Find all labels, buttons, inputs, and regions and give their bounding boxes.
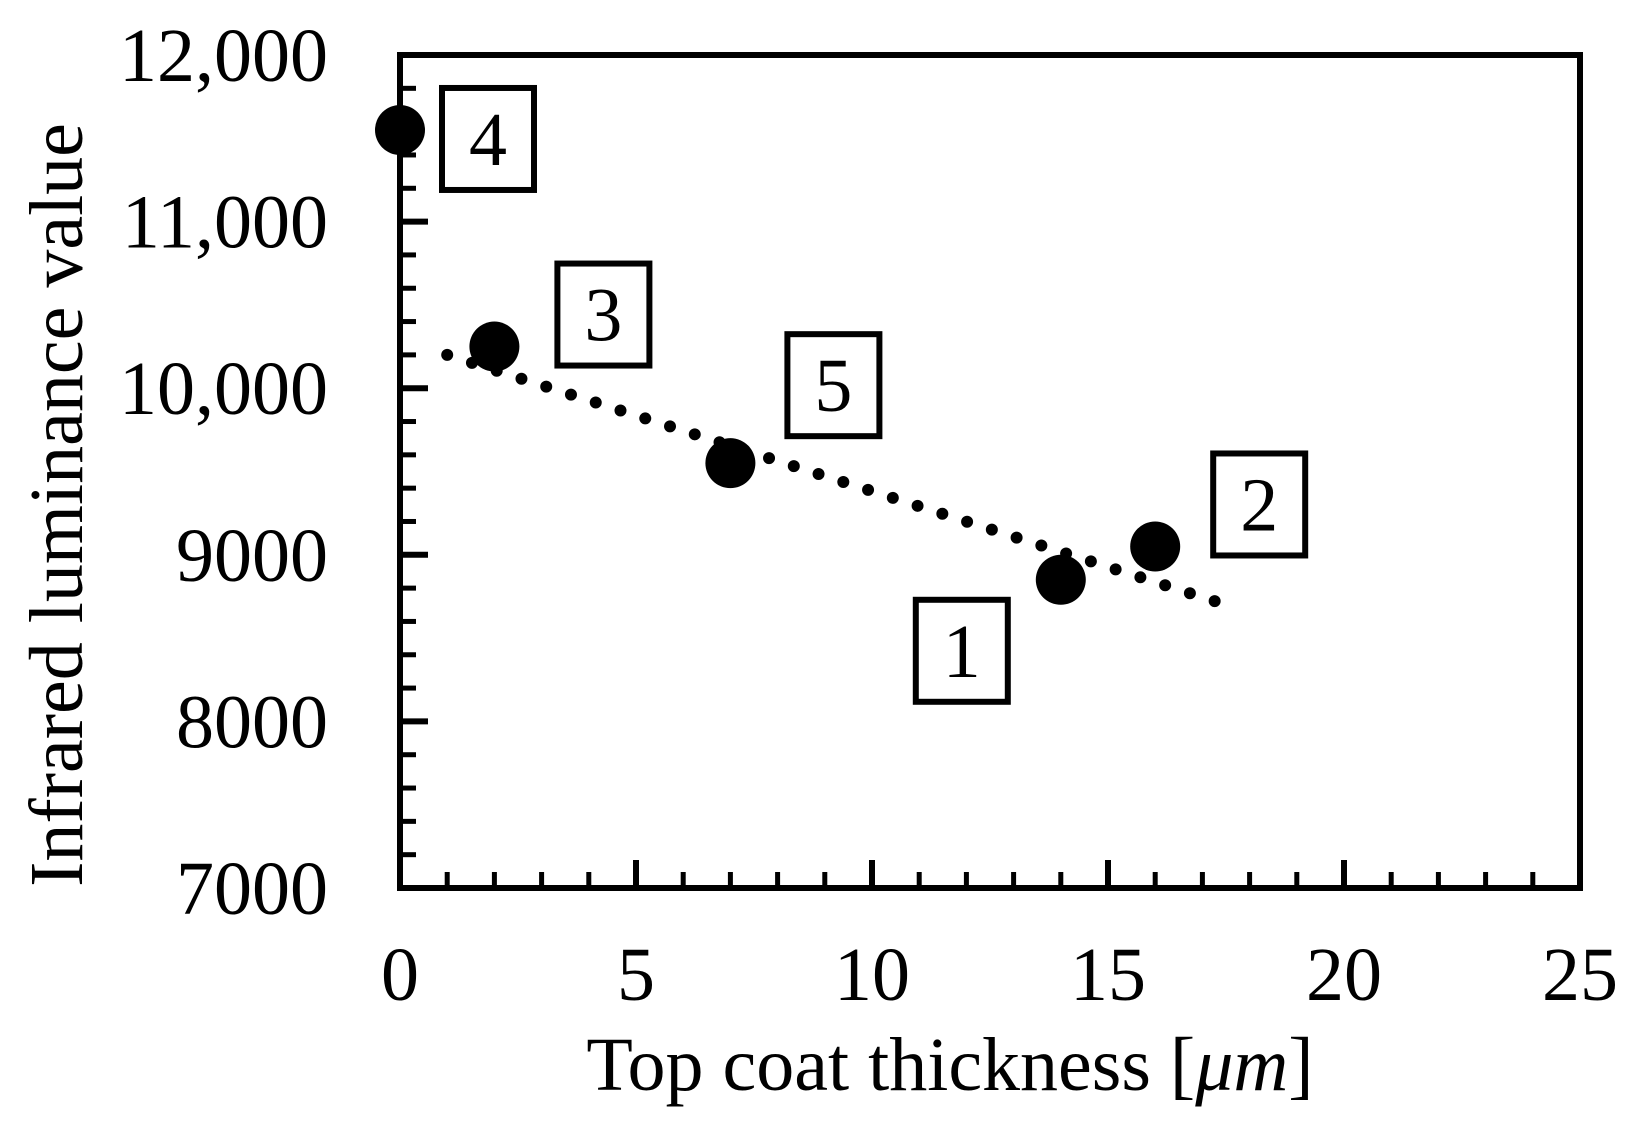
data-point-1 xyxy=(1035,554,1086,605)
point-label-1: 1 xyxy=(912,596,1011,705)
point-label-4: 4 xyxy=(439,84,537,193)
point-label-text: 4 xyxy=(469,98,507,182)
point-label-text: 2 xyxy=(1240,463,1278,547)
x-axis-title-text: Top coat thickness [ xyxy=(586,1023,1195,1107)
trendline-layer xyxy=(441,348,1232,611)
point-label-text: 1 xyxy=(943,610,981,694)
point-labels: 1 2 3 4 5 xyxy=(439,84,1309,705)
point-label-3: 3 xyxy=(554,260,653,369)
point-label-box xyxy=(554,260,653,369)
point-label-box xyxy=(439,84,537,193)
data-points xyxy=(375,104,1181,605)
data-point-3 xyxy=(469,321,520,372)
point-label-5: 5 xyxy=(784,331,883,440)
x-tick-label: 20 xyxy=(1306,933,1382,1017)
y-ticks: 7000 8000 9000 10,000 11,000 12,000 xyxy=(119,14,428,931)
y-tick-label: 8000 xyxy=(176,680,328,764)
x-tick-label: 10 xyxy=(834,933,910,1017)
y-tick-label: 11,000 xyxy=(122,181,328,265)
x-tick-label: 0 xyxy=(381,933,419,1017)
x-tick-label: 5 xyxy=(617,933,655,1017)
point-label-text: 3 xyxy=(584,274,622,358)
y-tick-label: 12,000 xyxy=(119,14,328,98)
x-tick-label: 15 xyxy=(1070,933,1146,1017)
x-axis-title-unit: μm xyxy=(1194,1023,1288,1107)
point-label-box xyxy=(784,331,883,440)
y-axis-title: Infrared luminance value xyxy=(15,123,99,887)
point-label-box xyxy=(912,596,1011,705)
trendline xyxy=(441,348,1232,611)
x-ticks: 0 5 10 15 20 25 xyxy=(381,860,1618,1017)
plot-area-frame xyxy=(397,52,1583,891)
x-axis-title-close: ] xyxy=(1288,1023,1313,1107)
y-tick-label: 7000 xyxy=(176,847,328,931)
data-point-2 xyxy=(1130,521,1181,572)
data-point-4 xyxy=(375,104,425,155)
y-tick-label: 10,000 xyxy=(119,347,328,431)
y-tick-label: 9000 xyxy=(176,514,328,598)
x-axis-title: Top coat thickness [μm] xyxy=(586,1023,1313,1107)
x-tick-label: 25 xyxy=(1542,933,1618,1017)
point-label-2: 2 xyxy=(1210,450,1309,559)
data-point-5 xyxy=(705,438,756,489)
point-label-text: 5 xyxy=(814,344,852,428)
point-label-box xyxy=(1210,450,1309,559)
